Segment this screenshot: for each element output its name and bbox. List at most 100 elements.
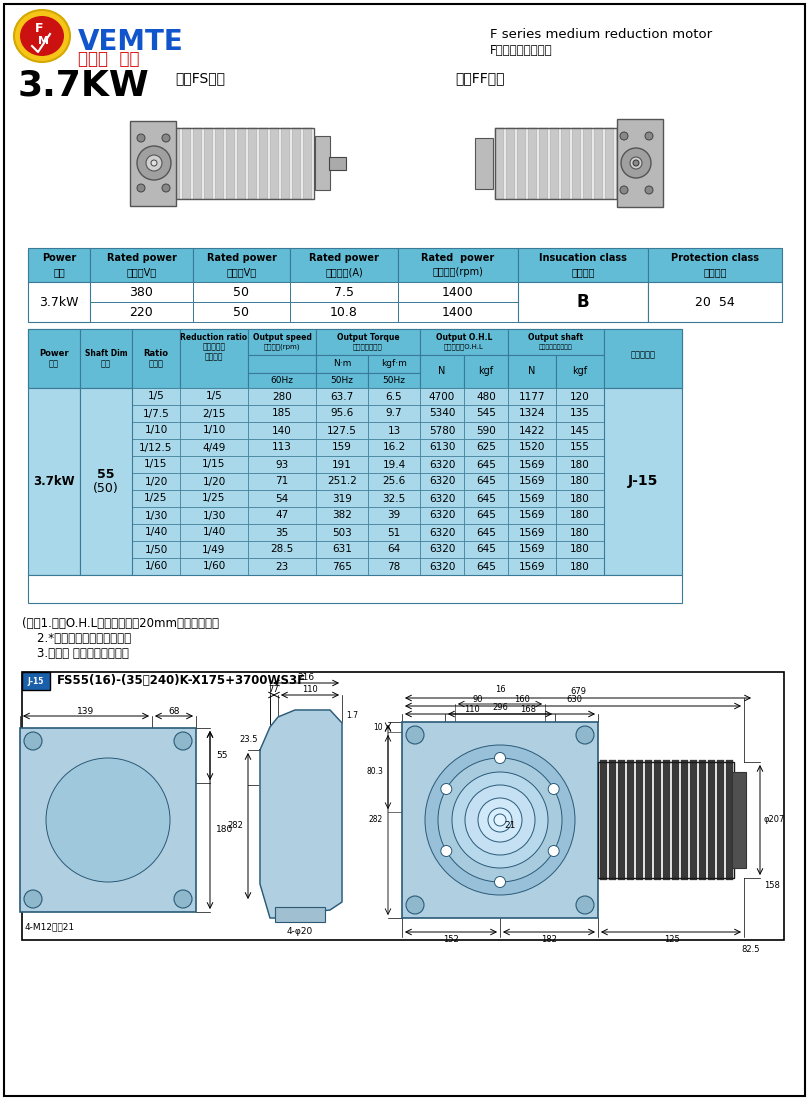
Bar	[368, 405, 420, 422]
Bar	[645, 760, 652, 880]
Text: 19.4: 19.4	[383, 460, 405, 470]
Circle shape	[633, 160, 639, 166]
Bar	[132, 388, 180, 405]
Bar	[316, 490, 368, 507]
Text: 6320: 6320	[429, 561, 455, 572]
Bar	[556, 355, 604, 388]
Text: 1569: 1569	[519, 561, 545, 572]
Text: 296: 296	[492, 704, 508, 713]
Bar	[281, 128, 290, 199]
Bar	[594, 128, 603, 199]
Circle shape	[53, 815, 63, 825]
Text: 1569: 1569	[519, 510, 545, 520]
Text: 55: 55	[97, 468, 115, 481]
Text: 168: 168	[520, 704, 536, 714]
Text: 180: 180	[570, 460, 590, 470]
Text: 1/25: 1/25	[202, 494, 226, 504]
Text: 77: 77	[269, 685, 279, 694]
Text: 5340: 5340	[429, 408, 455, 418]
Bar	[248, 422, 316, 439]
Text: 625: 625	[476, 442, 496, 452]
Text: 765: 765	[332, 561, 352, 572]
Text: 6320: 6320	[429, 528, 455, 538]
Bar	[420, 422, 464, 439]
Bar	[316, 439, 368, 456]
Bar	[556, 524, 604, 541]
Bar	[717, 760, 724, 880]
Text: 32.5: 32.5	[383, 494, 405, 504]
Text: 120: 120	[570, 392, 590, 402]
Bar	[368, 473, 420, 490]
Circle shape	[68, 850, 78, 860]
Text: 280: 280	[272, 392, 292, 402]
Text: 輸出減速機扭力: 輸出減速機扭力	[353, 343, 383, 350]
Text: 16: 16	[494, 684, 506, 693]
Circle shape	[465, 785, 535, 855]
Bar	[368, 355, 420, 373]
Text: 319: 319	[332, 494, 352, 504]
Text: 182: 182	[541, 935, 557, 945]
Bar	[420, 355, 464, 388]
Bar	[556, 439, 604, 456]
Text: 545: 545	[476, 408, 496, 418]
Bar	[508, 422, 556, 439]
Bar	[420, 524, 464, 541]
Text: 3.括號（ ）為實心軸軸徑。: 3.括號（ ）為實心軸軸徑。	[22, 647, 129, 660]
Bar	[368, 541, 420, 558]
Bar	[193, 128, 202, 199]
Text: 7.5: 7.5	[334, 286, 354, 298]
Text: M: M	[39, 36, 49, 46]
Text: 645: 645	[476, 528, 496, 538]
Circle shape	[494, 877, 506, 888]
Circle shape	[620, 186, 628, 194]
Bar	[508, 456, 556, 473]
Text: 1/15: 1/15	[144, 460, 167, 470]
Bar	[248, 373, 316, 388]
Bar	[204, 128, 213, 199]
Ellipse shape	[20, 16, 64, 56]
Bar	[726, 760, 733, 880]
Text: 1/60: 1/60	[144, 561, 167, 572]
Bar	[182, 128, 191, 199]
Text: 頻率（V）: 頻率（V）	[227, 267, 256, 277]
Text: 90: 90	[472, 694, 483, 704]
Bar	[248, 355, 316, 373]
Text: B: B	[577, 293, 589, 311]
Text: Reduction ratio: Reduction ratio	[180, 332, 248, 341]
Bar	[402, 722, 598, 918]
Bar	[316, 355, 368, 373]
Text: 1.7: 1.7	[346, 711, 358, 719]
Bar	[28, 329, 80, 388]
Circle shape	[86, 798, 130, 842]
Bar	[583, 128, 592, 199]
Bar	[248, 541, 316, 558]
Bar	[464, 541, 508, 558]
Circle shape	[137, 146, 171, 180]
Text: （分數）: （分數）	[205, 352, 223, 362]
Polygon shape	[260, 710, 342, 918]
Bar	[290, 302, 398, 322]
Bar	[681, 760, 688, 880]
Text: 4-φ20: 4-φ20	[287, 927, 313, 936]
Text: 6320: 6320	[429, 476, 455, 486]
Circle shape	[95, 807, 121, 833]
Text: 9.7: 9.7	[386, 408, 402, 418]
Circle shape	[452, 772, 548, 868]
Bar	[292, 128, 301, 199]
Text: 35: 35	[275, 528, 289, 538]
Bar	[464, 456, 508, 473]
Text: 1/20: 1/20	[144, 476, 167, 486]
Text: 1/40: 1/40	[202, 528, 226, 538]
Bar	[572, 128, 581, 199]
Text: F: F	[35, 22, 43, 35]
Circle shape	[103, 764, 113, 776]
Bar	[550, 128, 559, 199]
Bar	[508, 473, 556, 490]
Text: 6130: 6130	[429, 442, 455, 452]
Text: 額定轉速(rpm): 額定轉速(rpm)	[433, 267, 484, 277]
Text: 16.2: 16.2	[383, 442, 405, 452]
Text: 1520: 1520	[519, 442, 545, 452]
Bar	[180, 524, 248, 541]
Bar	[90, 302, 193, 322]
Text: 3.7KW: 3.7KW	[18, 68, 150, 102]
